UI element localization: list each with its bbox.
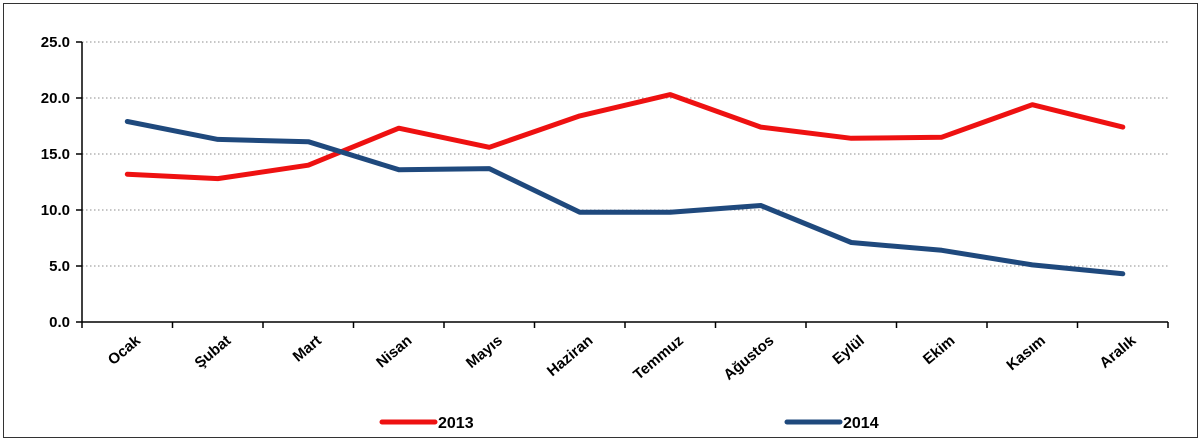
y-tick-label: 0.0	[49, 314, 70, 331]
y-tick-label: 15.0	[41, 146, 70, 163]
x-tick-label: Mayıs	[463, 332, 506, 372]
y-axis-ticks: 0.0 5.0 10.0 15.0 20.0 25.0	[41, 34, 82, 331]
x-tick-label: Kasım	[1003, 332, 1048, 374]
legend-label-2014: 2014	[843, 415, 879, 432]
y-tick-label: 5.0	[49, 258, 70, 275]
y-tick-label: 25.0	[41, 34, 70, 51]
legend-label-2013: 2013	[438, 415, 474, 432]
x-tick-label: Nisan	[373, 332, 415, 371]
x-tick-label: Mart	[290, 332, 325, 365]
x-tick-label: Temmuz	[630, 332, 687, 383]
legend: 2013 2014	[379, 415, 879, 432]
x-tick-label: Ekim	[920, 332, 958, 368]
y-tick-label: 20.0	[41, 90, 70, 107]
axes	[81, 42, 1168, 323]
series-line-2013	[124, 92, 1126, 182]
x-tick-label: Eylül	[829, 332, 867, 368]
series-lines	[124, 92, 1126, 277]
x-tick-label: Haziran	[544, 332, 596, 380]
x-tick-label: Ocak	[105, 332, 145, 369]
series-line-2014	[124, 119, 1126, 277]
y-tick-label: 10.0	[41, 202, 70, 219]
x-tick-label: Ağustos	[720, 332, 777, 384]
x-tick-label: Şubat	[191, 332, 234, 372]
gridlines	[82, 41, 1168, 267]
x-tick-label: Aralık	[1096, 332, 1139, 372]
x-axis-ticks: Ocak Şubat Mart Nisan Mayıs Haziran Temmuz Ağus…	[81, 322, 1169, 384]
chart-frame	[3, 3, 1198, 438]
